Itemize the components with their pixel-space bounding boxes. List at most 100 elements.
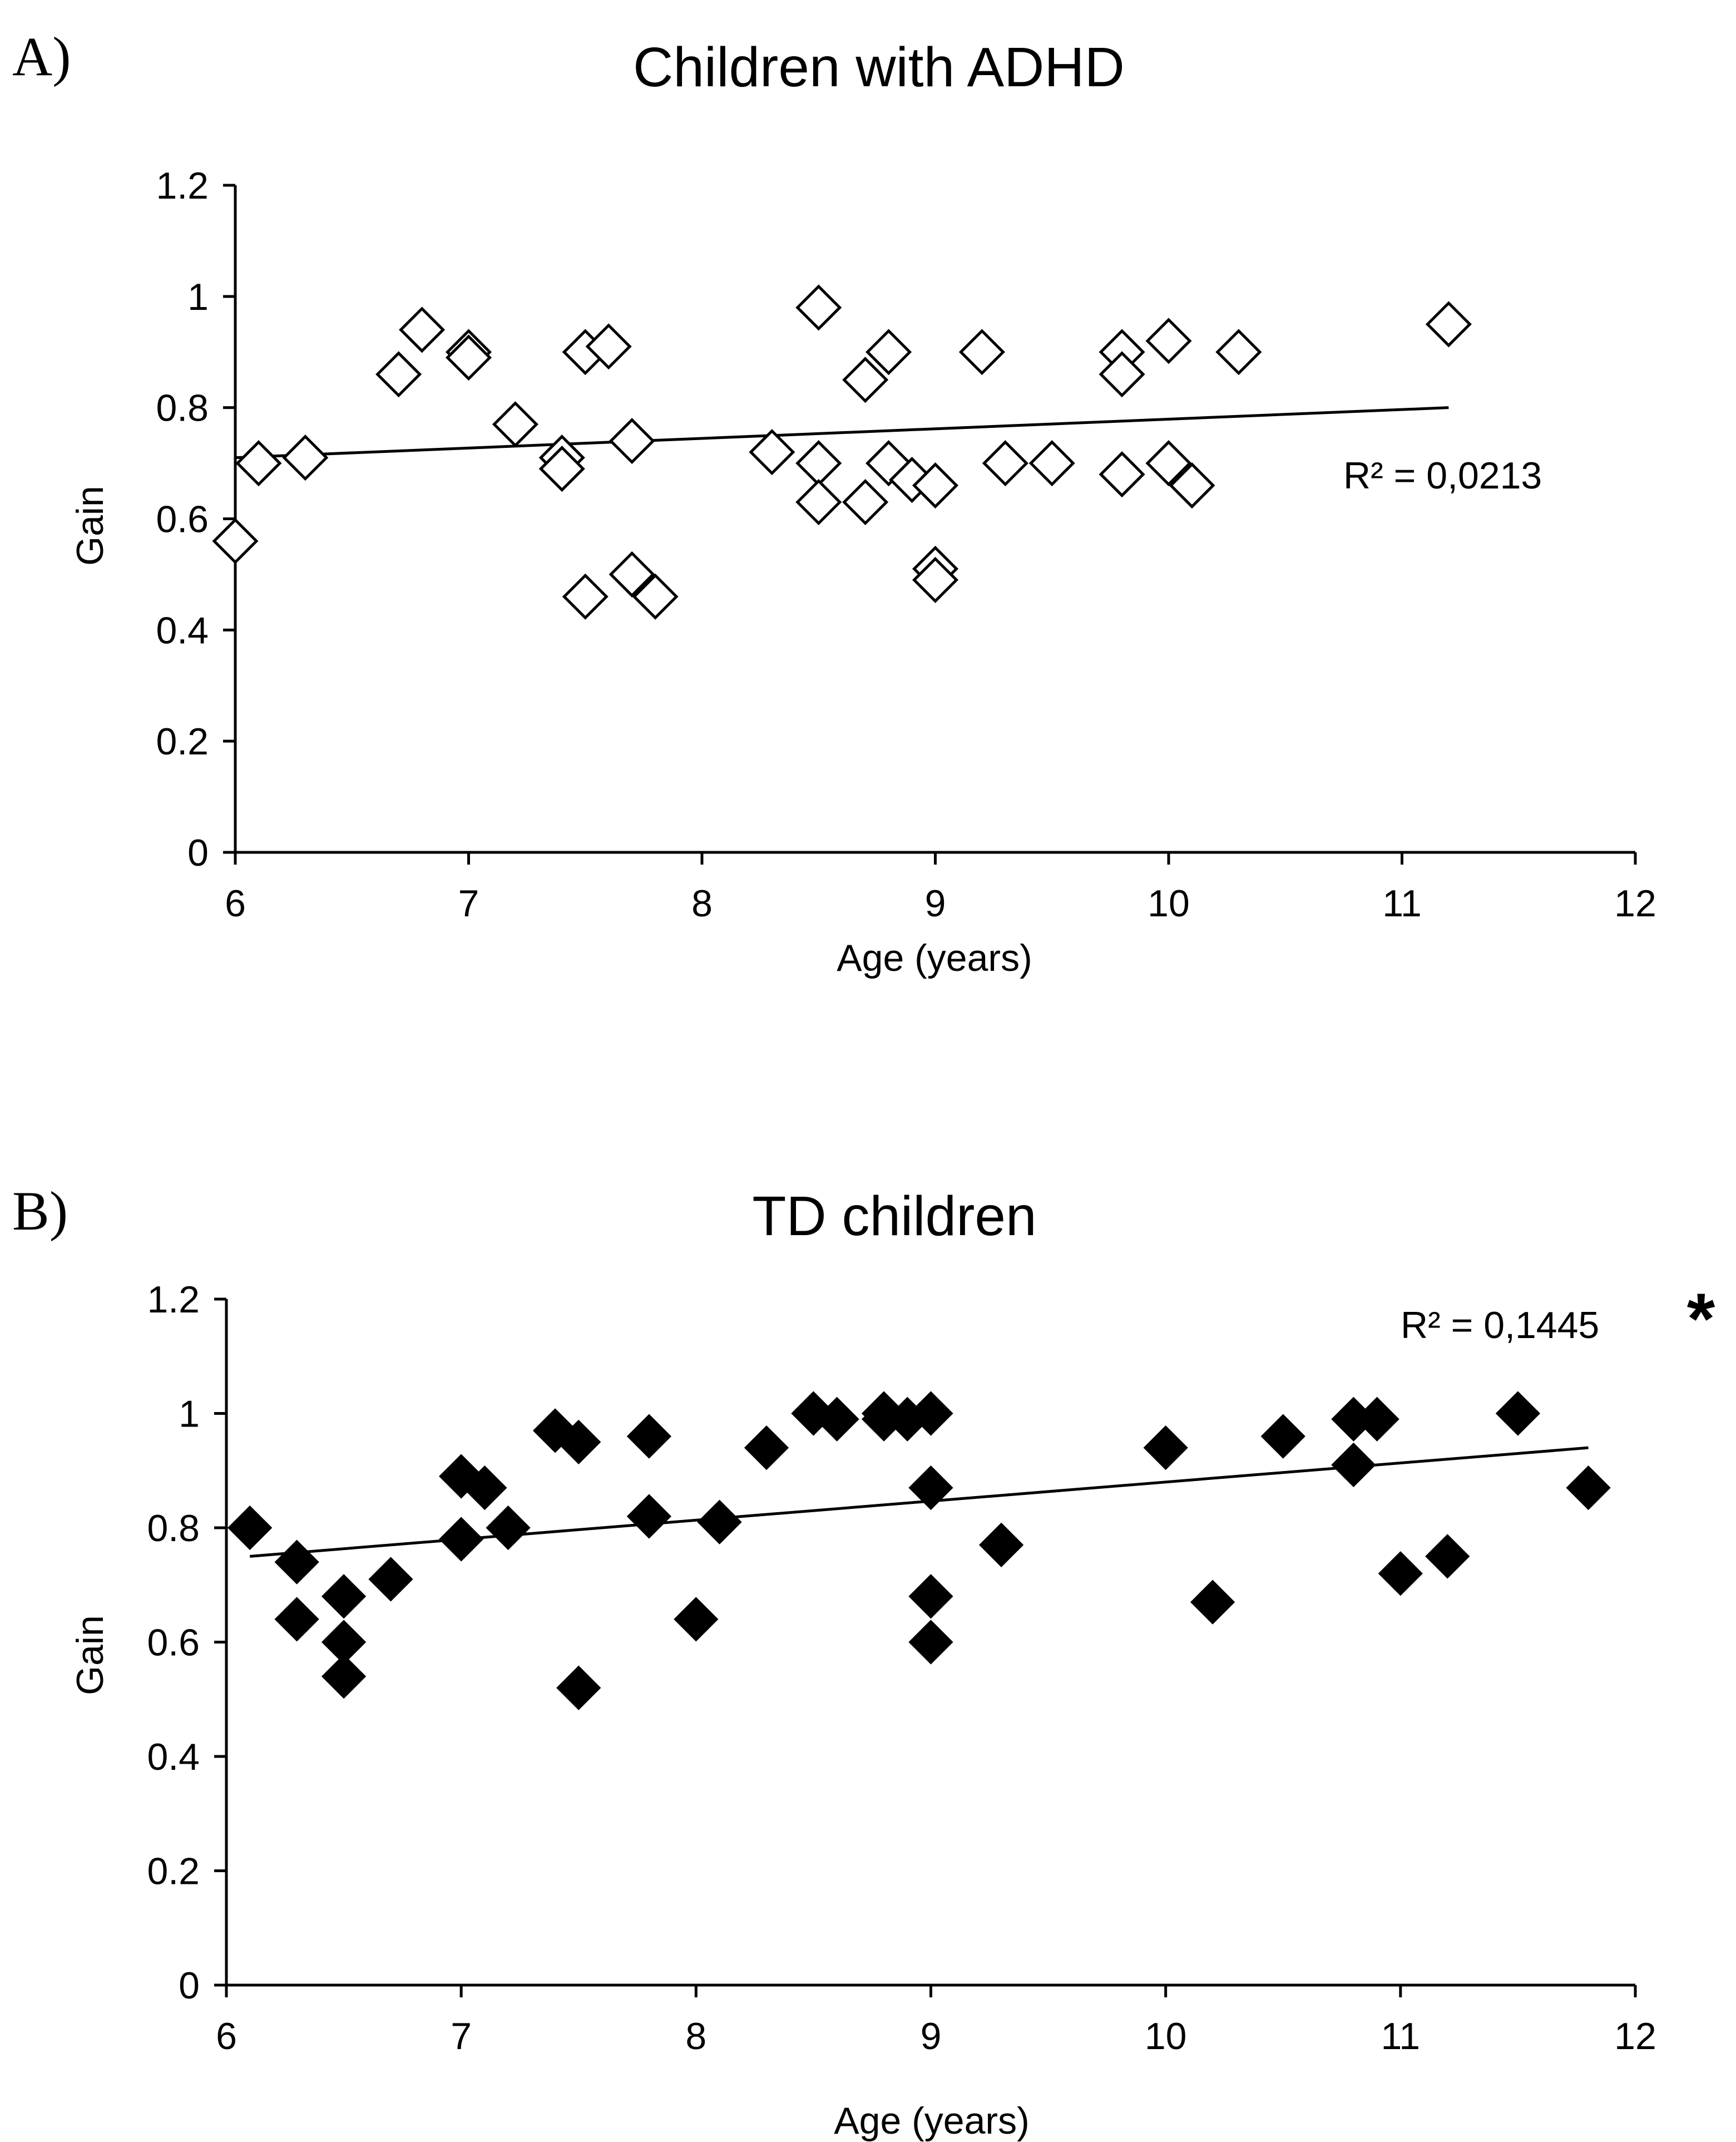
panel-a-data-point <box>1099 451 1145 498</box>
panel-a-data-point <box>1028 440 1075 487</box>
panel-b-data-point <box>321 1654 367 1699</box>
panel-a-data-point <box>235 440 282 487</box>
panel-b-y-tick-label: 0.2 <box>147 1850 200 1893</box>
panel-b-r-squared: R² = 0,1445 <box>1401 1304 1599 1346</box>
panel-b-data-point <box>439 1517 484 1562</box>
panel-b-data-point <box>556 1665 601 1710</box>
panel-a-data-point <box>282 435 329 481</box>
panel-a-x-tick-label: 9 <box>925 882 946 925</box>
panel-a-data-point <box>795 284 842 331</box>
panel-b-x-tick-label: 7 <box>451 2015 472 2057</box>
panel-a: A) Children with ADHD 0 0.2 0.4 0.6 0.8 1 1.2 6… <box>12 26 1656 979</box>
panel-a-data-point <box>492 401 538 448</box>
panel-a-y-tick-label: 0 <box>187 832 209 874</box>
panel-b-data-point <box>1495 1391 1541 1436</box>
panel-a-data-point <box>912 462 959 509</box>
panel-b-data-point <box>1425 1534 1470 1579</box>
panel-b-data-point <box>674 1597 719 1642</box>
panel-b-data-point <box>1190 1580 1235 1625</box>
panel-b-data-point <box>908 1465 953 1511</box>
panel-b-y-tick-label: 0.4 <box>147 1736 200 1778</box>
panel-b-data-point <box>626 1494 672 1539</box>
panel-b-title: TD children <box>752 1185 1036 1247</box>
panel-b-data-point <box>274 1539 319 1585</box>
panel-a-y-tick-label: 1.2 <box>156 165 209 207</box>
panel-b-data-point <box>274 1597 319 1642</box>
panel-b-plot-area: 0 0.2 0.4 0.6 0.8 1 1.2 6 7 8 9 10 11 12 <box>147 1279 1656 2057</box>
panel-a-x-tick-label: 10 <box>1148 882 1190 925</box>
panel-b-data-point <box>321 1574 367 1619</box>
panel-b-x-tick-label: 11 <box>1381 2015 1421 2057</box>
panel-b-data-point <box>908 1574 953 1619</box>
panel-b-data-point <box>556 1419 601 1464</box>
panel-b-y-tick-label: 1.2 <box>147 1279 200 1321</box>
panel-a-x-axis-label: Age (years) <box>837 937 1032 979</box>
panel-a-x-tick-label: 8 <box>691 882 713 925</box>
panel-a-data-point <box>1145 318 1192 364</box>
panel-b-data-point <box>1260 1414 1305 1459</box>
panel-b-y-tick-label: 1 <box>179 1393 200 1435</box>
panel-a-data-point <box>609 551 655 598</box>
panel-a-data-point <box>538 446 585 492</box>
panel-b-data-point <box>626 1414 672 1459</box>
panel-a-title: Children with ADHD <box>633 36 1125 98</box>
panel-a-data-point <box>399 307 446 353</box>
panel-b-x-tick-label: 6 <box>216 2015 237 2057</box>
panel-b-data-point <box>1331 1442 1376 1488</box>
panel-b-data-point <box>814 1396 859 1442</box>
panel-b-y-tick-label: 0.6 <box>147 1622 200 1664</box>
panel-b-data-point <box>368 1557 413 1602</box>
panel-a-data-point <box>632 573 679 620</box>
panel-a-data-point <box>958 329 1005 376</box>
panel-a-letter: A) <box>12 26 71 87</box>
panel-a-data-point <box>795 440 842 487</box>
panel-b: B) TD children 0 0.2 0.4 0.6 0.8 1 1.2 6 7 8 9 10 11… <box>12 1180 1715 2142</box>
panel-a-data-point <box>842 478 889 526</box>
panel-a-data-point <box>609 418 655 465</box>
panel-a-data-point <box>865 329 912 376</box>
panel-a-x-tick-label: 6 <box>225 882 246 925</box>
panel-a-data-point <box>445 334 492 381</box>
panel-b-y-tick-label: 0.8 <box>147 1507 200 1549</box>
panel-a-data-point <box>585 323 632 370</box>
panel-a-x-tick-label: 12 <box>1614 882 1656 925</box>
panel-b-data-point <box>1378 1551 1423 1596</box>
panel-b-data-point <box>486 1505 531 1551</box>
panel-a-data-point <box>1145 440 1192 487</box>
panel-b-data-point <box>908 1620 953 1665</box>
panel-b-significance-star: * <box>1687 1278 1715 1359</box>
panel-b-data-point <box>908 1391 953 1436</box>
panel-b-data-point <box>1354 1396 1399 1442</box>
panel-a-x-tick-label: 11 <box>1382 882 1422 925</box>
panel-b-data-point <box>744 1425 789 1470</box>
panel-a-y-tick-label: 0.4 <box>156 609 209 652</box>
panel-a-plot-area: 0 0.2 0.4 0.6 0.8 1 1.2 6 7 8 9 10 11 12 <box>156 165 1656 925</box>
panel-a-data-point <box>1425 301 1472 348</box>
panel-b-x-tick-label: 8 <box>685 2015 706 2057</box>
panel-a-x-tick-label: 7 <box>458 882 479 925</box>
panel-a-y-tick-label: 0.6 <box>156 499 209 541</box>
panel-a-trendline <box>235 406 1449 460</box>
panel-b-x-tick-label: 10 <box>1145 2015 1187 2057</box>
panel-b-x-axis-label: Age (years) <box>834 2100 1029 2142</box>
panel-a-data-point <box>749 429 795 476</box>
panel-a-data-point <box>842 357 889 403</box>
panel-b-data-point <box>1566 1465 1611 1511</box>
panel-b-data-point <box>462 1465 507 1511</box>
panel-a-data-point <box>795 478 842 526</box>
panel-b-data-point <box>697 1499 742 1544</box>
panel-a-y-tick-label: 0.8 <box>156 387 209 430</box>
panel-a-data-point <box>375 351 422 398</box>
panel-b-data-point <box>227 1505 273 1551</box>
panel-b-y-axis-label: Gain <box>69 1615 111 1695</box>
panel-a-y-tick-label: 0.2 <box>156 720 209 763</box>
panel-a-data-point <box>562 573 609 620</box>
panel-b-y-tick-label: 0 <box>179 1965 200 2007</box>
panel-a-data-point <box>212 517 259 565</box>
panel-b-x-tick-label: 12 <box>1614 2015 1656 2057</box>
panel-a-y-tick-label: 1 <box>187 276 209 318</box>
panel-b-letter: B) <box>12 1180 68 1242</box>
panel-a-r-squared: R² = 0,0213 <box>1343 455 1542 497</box>
panel-b-data-point <box>1143 1425 1188 1470</box>
